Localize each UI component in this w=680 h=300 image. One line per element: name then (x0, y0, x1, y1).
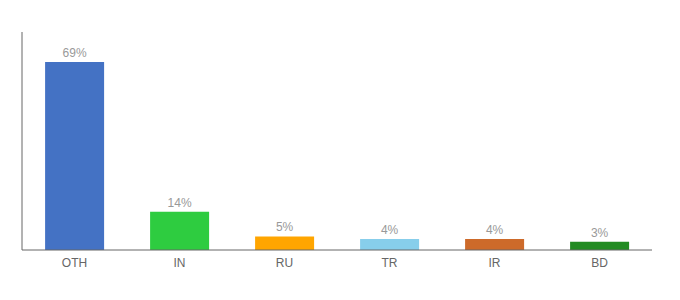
svg-text:TR: TR (382, 256, 398, 270)
svg-text:BD: BD (591, 256, 608, 270)
svg-text:69%: 69% (63, 46, 87, 60)
svg-text:5%: 5% (276, 220, 294, 234)
svg-text:OTH: OTH (62, 256, 87, 270)
svg-text:RU: RU (276, 256, 293, 270)
svg-text:4%: 4% (381, 223, 399, 237)
svg-text:4%: 4% (486, 223, 504, 237)
svg-text:IR: IR (489, 256, 501, 270)
svg-text:14%: 14% (168, 196, 192, 210)
svg-text:IN: IN (174, 256, 186, 270)
svg-text:3%: 3% (591, 226, 609, 240)
